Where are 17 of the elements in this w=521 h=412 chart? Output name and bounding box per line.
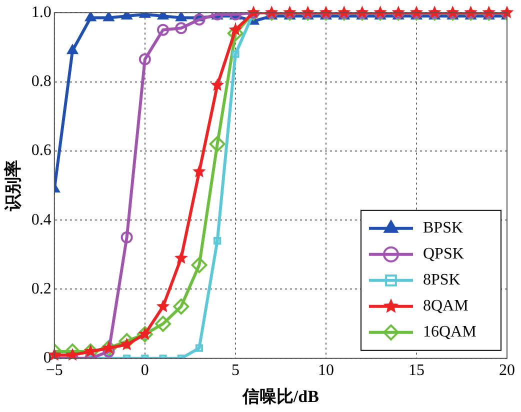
x-tick-label: 10	[318, 362, 334, 380]
x-tick-label: 15	[408, 362, 424, 380]
y-tick-label: 0.2	[31, 280, 52, 298]
y-tick-label: 1.0	[31, 4, 52, 21]
y-tick-label: 0.4	[31, 211, 52, 228]
x-axis-title: 信噪比/dB	[241, 387, 319, 406]
y-tick-label: 0.6	[31, 142, 52, 160]
legend-label: BPSK	[423, 220, 464, 237]
legend-label: 16QAM	[423, 324, 476, 341]
legend-label: QPSK	[423, 246, 464, 263]
legend-label: 8PSK	[423, 272, 461, 289]
x-tick-label: 20	[499, 362, 515, 380]
x-tick-label: 0	[140, 362, 149, 380]
legend-label: 8QAM	[423, 298, 468, 315]
y-axis-title: 识别率	[4, 160, 23, 212]
y-tick-label: 0.8	[31, 72, 52, 90]
x-tick-label: 5	[231, 362, 240, 380]
